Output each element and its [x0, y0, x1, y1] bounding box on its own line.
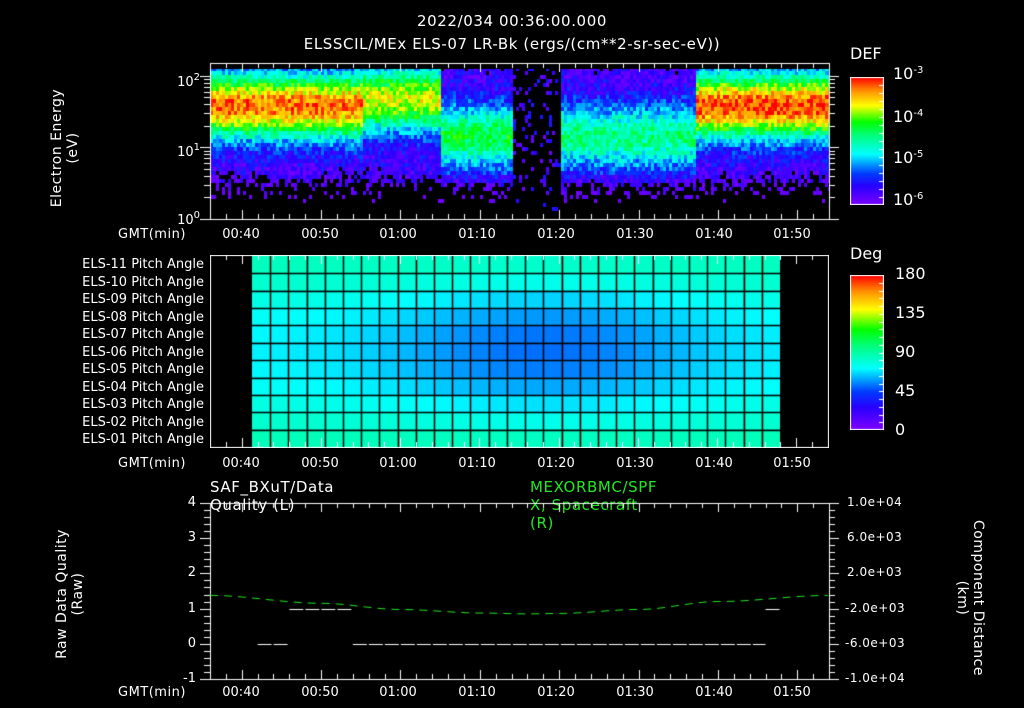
time-tick-label: 00:50	[301, 227, 339, 242]
distance-ytick: 1.0e+04	[847, 495, 903, 509]
time-axis-label-2: GMT(min)	[118, 456, 186, 471]
energy-axis-label: Electron Energy (eV)	[49, 68, 81, 228]
pitch-angle-row-label: ELS-06 Pitch Angle	[82, 344, 204, 360]
deg-colorbar	[850, 275, 884, 430]
time-tick-label: 01:20	[537, 456, 575, 471]
time-tick-label: 01:10	[458, 227, 496, 242]
time-tick-label: 01:50	[773, 685, 811, 700]
plot-timestamp: 2022/034 00:36:00.000	[417, 12, 607, 30]
raw-quality-axis-label: Raw Data Quality (Raw)	[54, 514, 86, 674]
raw-quality-ytick: 4	[187, 495, 196, 510]
energy-axes-ticks	[200, 55, 840, 245]
time-tick-label: 01:40	[695, 227, 733, 242]
deg-label-180: 180	[895, 264, 926, 283]
time-tick-label: 01:30	[616, 227, 654, 242]
plot-subtitle: ELSSCIL/MEx ELS-07 LR-Bk (ergs/(cm**2-sr…	[303, 35, 721, 53]
energy-ytick-100: 102	[177, 72, 200, 90]
deg-label-135: 135	[895, 303, 926, 322]
pitch-angle-row-label: ELS-02 Pitch Angle	[82, 414, 204, 430]
raw-quality-ytick: 2	[187, 565, 196, 581]
time-tick-label: 00:50	[301, 456, 339, 471]
deg-label-0: 0	[895, 420, 906, 439]
raw-quality-ytick: -1	[183, 671, 196, 686]
distance-ytick: 2.0e+03	[847, 565, 903, 580]
pitch-angle-row-label: ELS-01 Pitch Angle	[82, 432, 204, 447]
distance-ytick: -6.0e+03	[845, 635, 906, 650]
time-tick-label: 01:10	[458, 685, 496, 700]
raw-quality-ytick: 0	[187, 635, 196, 651]
time-tick-label: 01:40	[695, 456, 733, 471]
pitch-angle-row-label: ELS-03 Pitch Angle	[82, 397, 204, 412]
time-tick-label: 01:20	[537, 227, 575, 242]
time-tick-label: 00:40	[222, 227, 260, 242]
data-quality-plot-canvas	[200, 495, 840, 685]
pitch-angle-grid-canvas	[210, 255, 829, 448]
distance-axis-label-line1: Component Distance	[970, 520, 986, 676]
energy-ytick-10: 101	[177, 142, 200, 160]
pitch-angle-row-label: ELS-11 Pitch Angle	[82, 257, 204, 272]
raw-quality-ytick: 1	[187, 600, 196, 616]
time-tick-label: 01:40	[695, 685, 733, 700]
time-tick-label: 01:50	[773, 227, 811, 242]
energy-axis-label-line2: (eV)	[65, 132, 81, 164]
raw-quality-axis-label-line1: Raw Data Quality	[54, 529, 70, 659]
def-colorbar-label-1e-5: 10-5	[893, 148, 924, 167]
def-colorbar-title: DEF	[850, 44, 882, 63]
time-tick-label: 01:10	[458, 456, 496, 471]
energy-axis-label-line1: Electron Energy	[49, 88, 65, 208]
def-colorbar-label-1e-6: 10-6	[893, 190, 924, 209]
deg-label-45: 45	[895, 381, 916, 400]
energy-ytick-1: 100	[177, 210, 200, 228]
time-tick-label: 01:30	[616, 685, 654, 700]
distance-ytick: -2.0e+03	[845, 600, 906, 615]
pitch-angle-row-label: ELS-07 Pitch Angle	[82, 327, 204, 342]
time-tick-label: 01:30	[616, 456, 654, 471]
pitch-angle-row-label: ELS-04 Pitch Angle	[82, 379, 204, 395]
time-tick-label: 01:00	[379, 685, 417, 700]
distance-ytick: 6.0e+03	[847, 530, 903, 545]
time-tick-label: 00:40	[222, 685, 260, 700]
deg-label-90: 90	[895, 342, 916, 361]
pitch-angle-row-label: ELS-09 Pitch Angle	[82, 292, 204, 307]
def-colorbar	[850, 77, 884, 205]
distance-axis-label-line2: (km)	[954, 580, 970, 616]
pitch-angle-row-label: ELS-05 Pitch Angle	[82, 362, 204, 377]
time-tick-label: 01:20	[537, 685, 575, 700]
time-axis-label-1: GMT(min)	[118, 227, 186, 242]
pitch-angle-row-label: ELS-08 Pitch Angle	[82, 309, 204, 325]
time-axis-label-3: GMT(min)	[118, 685, 186, 700]
distance-ytick: -1.0e+04	[845, 671, 906, 685]
def-colorbar-label-1e-4: 10-4	[893, 107, 924, 126]
time-tick-label: 01:00	[379, 227, 417, 242]
pitch-angle-row-label: ELS-10 Pitch Angle	[82, 274, 204, 290]
time-tick-label: 00:40	[222, 456, 260, 471]
distance-axis-label: Component Distance (km)	[954, 508, 986, 688]
time-tick-label: 00:50	[301, 685, 339, 700]
raw-quality-ytick: 3	[187, 530, 196, 546]
time-tick-label: 01:00	[379, 456, 417, 471]
raw-quality-axis-label-line2: (Raw)	[70, 572, 86, 616]
deg-colorbar-title: Deg	[850, 244, 883, 263]
time-tick-label: 01:50	[773, 456, 811, 471]
def-colorbar-label-1e-3: 10-3	[893, 64, 924, 83]
